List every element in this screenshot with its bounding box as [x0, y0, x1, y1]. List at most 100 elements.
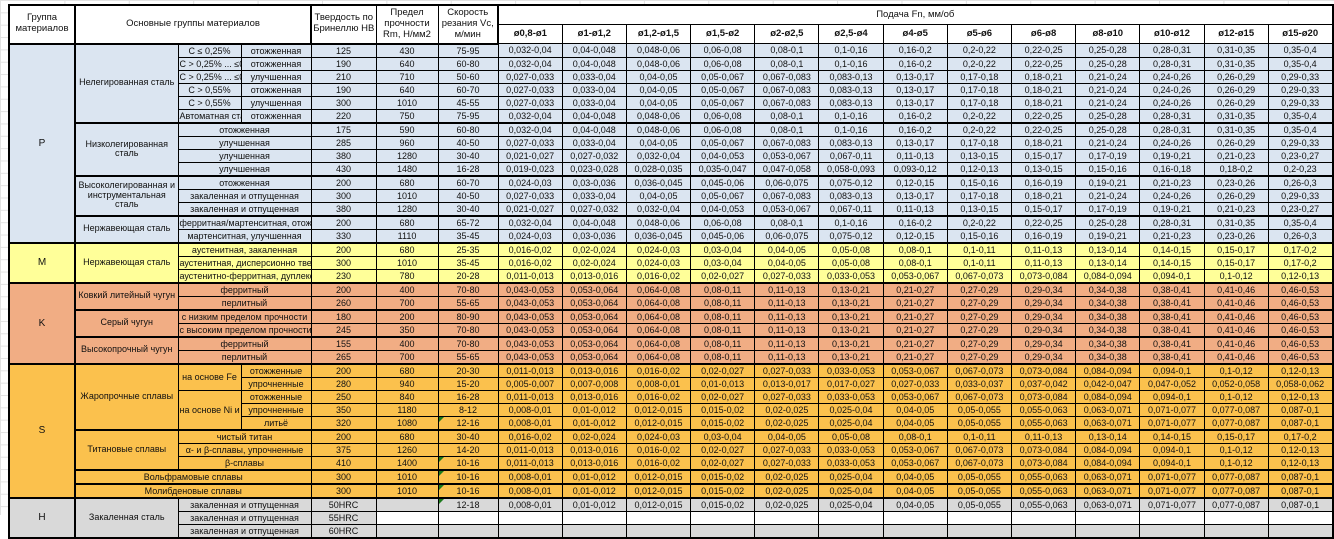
- feed-cell[interactable]: 0,2-0,22: [946, 214, 1013, 230]
- feed-cell[interactable]: 0,064-0,08: [625, 349, 692, 364]
- feed-cell[interactable]: 0,17-0,18: [946, 82, 1013, 97]
- feed-cell[interactable]: 0,011-0,013: [497, 389, 563, 404]
- feed-cell[interactable]: 0,08-0,1: [754, 108, 820, 123]
- feed-cell[interactable]: 0,04-0,05: [625, 95, 692, 110]
- feed-cell[interactable]: 0,31-0,35: [1203, 108, 1269, 123]
- feed-cell[interactable]: 0,17-0,2: [1267, 428, 1334, 444]
- feed-cell[interactable]: 0,21-0,24: [1075, 69, 1141, 84]
- feed-cell[interactable]: 0,015-0,02: [690, 482, 756, 498]
- vc-cell[interactable]: 8-12: [437, 402, 499, 417]
- feed-cell[interactable]: 0,02-0,024: [561, 241, 627, 257]
- rm-cell[interactable]: 1400: [375, 455, 439, 470]
- vc-cell[interactable]: 45-55: [437, 95, 499, 110]
- feed-cell[interactable]: 0,21-0,24: [1075, 82, 1141, 97]
- feed-cell[interactable]: 0,13-0,17: [882, 188, 948, 203]
- feed-cell[interactable]: 0,024-0,03: [625, 428, 692, 444]
- header-brinell-hardness[interactable]: Твердость по Бринеллю HB: [310, 4, 377, 45]
- material-label-cell[interactable]: чистый титан: [177, 428, 312, 444]
- hb-cell[interactable]: 180: [310, 308, 377, 324]
- feed-cell[interactable]: 0,35-0,4: [1267, 43, 1334, 58]
- feed-cell[interactable]: 0,067-0,073: [946, 389, 1013, 404]
- feed-cell[interactable]: 0,08-0,1: [754, 121, 820, 137]
- feed-cell[interactable]: 0,13-0,14: [1075, 241, 1141, 257]
- feed-cell[interactable]: 0,064-0,08: [625, 295, 692, 310]
- feed-cell[interactable]: 0,24-0,26: [1139, 82, 1205, 97]
- feed-cell[interactable]: 0,04-0,05: [882, 402, 948, 417]
- feed-cell[interactable]: 0,011-0,013: [497, 442, 563, 457]
- feed-cell[interactable]: 0,12-0,13: [1267, 455, 1334, 470]
- feed-cell[interactable]: 0,013-0,017: [754, 376, 820, 391]
- material-label-cell[interactable]: Высоколегированная и инструментальная ст…: [74, 174, 179, 216]
- material-label-cell[interactable]: Нелегированная сталь: [74, 43, 179, 123]
- hb-cell[interactable]: 125: [310, 43, 377, 58]
- feed-cell[interactable]: 0,033-0,04: [561, 188, 627, 203]
- feed-cell[interactable]: 0,05-0,08: [818, 428, 884, 444]
- feed-cell[interactable]: 0,053-0,067: [882, 389, 948, 404]
- material-label-cell[interactable]: отожженная: [177, 174, 312, 190]
- feed-cell[interactable]: 0,06-0,08: [690, 108, 756, 123]
- feed-cell[interactable]: 0,13-0,15: [946, 148, 1013, 163]
- feed-cell[interactable]: 0,18-0,21: [1010, 95, 1077, 110]
- feed-cell[interactable]: 0,083-0,13: [818, 82, 884, 97]
- feed-cell[interactable]: 0,04-0,05: [625, 82, 692, 97]
- feed-cell[interactable]: 0,043-0,053: [497, 281, 563, 297]
- feed-cell[interactable]: 0,077-0,087: [1203, 402, 1269, 417]
- vc-cell[interactable]: 75-95: [437, 43, 499, 58]
- feed-cell[interactable]: 0,34-0,38: [1075, 281, 1141, 297]
- feed-cell[interactable]: 0,067-0,083: [754, 95, 820, 110]
- material-label-cell[interactable]: отожженная: [240, 108, 312, 123]
- feed-cell[interactable]: 0,29-0,34: [1010, 295, 1077, 310]
- feed-cell[interactable]: 0,087-0,1: [1267, 496, 1334, 512]
- feed-cell[interactable]: 0,045-0,06: [690, 174, 756, 190]
- feed-cell[interactable]: 0,012-0,015: [625, 402, 692, 417]
- feed-cell[interactable]: 0,053-0,064: [561, 281, 627, 297]
- feed-cell[interactable]: 0,053-0,064: [561, 295, 627, 310]
- feed-cell[interactable]: 0,048-0,06: [625, 121, 692, 137]
- feed-cell[interactable]: 0,25-0,28: [1075, 108, 1141, 123]
- feed-cell[interactable]: 0,083-0,13: [818, 95, 884, 110]
- feed-cell[interactable]: 0,14-0,15: [1139, 241, 1205, 257]
- feed-cell[interactable]: 0,03-0,04: [690, 428, 756, 444]
- feed-cell[interactable]: 0,08-0,11: [690, 335, 756, 351]
- feed-cell[interactable]: 0,067-0,083: [754, 82, 820, 97]
- feed-cell[interactable]: 0,058-0,093: [818, 161, 884, 176]
- feed-cell[interactable]: 0,094-0,1: [1139, 455, 1205, 470]
- feed-cell[interactable]: 0,25-0,28: [1075, 43, 1141, 58]
- material-label-cell[interactable]: отожженные: [240, 362, 312, 378]
- vc-cell[interactable]: [437, 510, 499, 525]
- feed-cell[interactable]: 0,26-0,29: [1203, 188, 1269, 203]
- feed-cell[interactable]: 0,41-0,46: [1203, 281, 1269, 297]
- rm-cell[interactable]: 680: [375, 174, 439, 190]
- feed-cell[interactable]: 0,087-0,1: [1267, 482, 1334, 498]
- hb-cell[interactable]: 380: [310, 148, 377, 163]
- feed-cell[interactable]: 0,025-0,04: [818, 482, 884, 498]
- feed-cell[interactable]: 0,08-0,1: [882, 255, 948, 270]
- material-label-cell[interactable]: C > 0,25% ... ≤0,55%: [177, 69, 242, 84]
- feed-cell[interactable]: 0,087-0,1: [1267, 468, 1334, 484]
- material-label-cell[interactable]: литьё: [240, 415, 312, 430]
- feed-cell[interactable]: 0,34-0,38: [1075, 295, 1141, 310]
- feed-cell[interactable]: 0,27-0,29: [946, 349, 1013, 364]
- feed-cell[interactable]: 0,31-0,35: [1203, 43, 1269, 58]
- feed-cell[interactable]: 0,04-0,048: [561, 43, 627, 58]
- feed-cell[interactable]: 0,043-0,053: [497, 295, 563, 310]
- hb-cell[interactable]: 200: [310, 174, 377, 190]
- feed-cell[interactable]: 0,071-0,077: [1139, 482, 1205, 498]
- feed-cell[interactable]: 0,016-0,02: [625, 455, 692, 470]
- vc-cell[interactable]: 55-65: [437, 295, 499, 310]
- feed-cell[interactable]: 0,24-0,26: [1139, 135, 1205, 150]
- feed-cell[interactable]: 0,16-0,2: [882, 56, 948, 71]
- feed-cell[interactable]: [818, 523, 884, 538]
- feed-cell[interactable]: 0,077-0,087: [1203, 496, 1269, 512]
- feed-cell[interactable]: 0,06-0,08: [690, 214, 756, 230]
- feed-cell[interactable]: 0,15-0,16: [946, 228, 1013, 243]
- feed-cell[interactable]: 0,043-0,053: [497, 335, 563, 351]
- feed-cell[interactable]: 0,05-0,055: [946, 496, 1013, 512]
- rm-cell[interactable]: [375, 523, 439, 538]
- feed-cell[interactable]: 0,25-0,28: [1075, 56, 1141, 71]
- feed-cell[interactable]: 0,38-0,41: [1139, 308, 1205, 324]
- feed-cell[interactable]: 0,38-0,41: [1139, 281, 1205, 297]
- feed-cell[interactable]: 0,013-0,016: [561, 362, 627, 378]
- feed-cell[interactable]: 0,032-0,04: [497, 56, 563, 71]
- hb-cell[interactable]: 350: [310, 402, 377, 417]
